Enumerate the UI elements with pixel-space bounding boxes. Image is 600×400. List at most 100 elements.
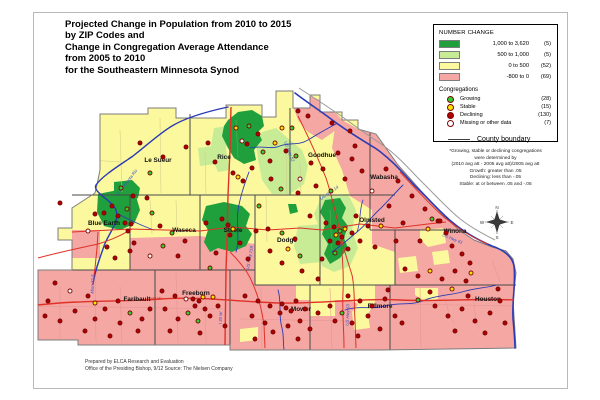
congregation-dot (262, 320, 268, 326)
footnote-line: Stable: at or between .05 and -.05 (459, 181, 532, 187)
river-line (117, 213, 155, 231)
congregation-dot (331, 224, 337, 230)
congregation-dot (323, 220, 329, 226)
congregation-dot (487, 310, 493, 316)
congregation-dot (395, 178, 401, 184)
county-label-mower: Mower (291, 306, 312, 313)
congregation-dot (332, 250, 338, 256)
congregation-dot (359, 168, 365, 174)
zip-region (38, 270, 516, 350)
congregation-dot (335, 240, 341, 246)
congregation-dot (313, 183, 319, 189)
county-label-faribault: Faribault (124, 296, 152, 303)
road-line (399, 171, 489, 245)
legend-row-number-change: 1,000 to 3,620 (5) (439, 38, 551, 49)
county-label-wabasha: Wabasha (370, 174, 398, 181)
congregation-dot (249, 313, 255, 319)
congregation-dot (452, 268, 458, 274)
congregation-dot (92, 211, 98, 217)
congregation-dot (139, 316, 145, 322)
congregation-dot (353, 213, 359, 219)
congregation-dot (463, 278, 469, 284)
congregation-dot (215, 303, 221, 309)
congregation-dot (210, 294, 216, 300)
county-label-goodhue: Goodhue (308, 152, 336, 159)
river-line (235, 171, 250, 253)
congregation-dot (305, 113, 311, 119)
congregation-dot (339, 234, 345, 240)
congregation-count: (15) (541, 104, 551, 110)
stable-dot-icon (447, 103, 454, 111)
congregation-dot (124, 206, 130, 212)
title-line: by ZIP Codes and (65, 30, 145, 42)
congregation-dot (347, 128, 353, 134)
congregation-dot (219, 216, 225, 222)
congregation-dot (285, 246, 291, 252)
congregation-dot (502, 320, 508, 326)
congregation-dot (196, 298, 202, 304)
compass-star-icon (486, 211, 508, 233)
congregation-dot (270, 329, 276, 335)
congregation-dot (392, 313, 398, 319)
congregation-dot (339, 310, 345, 316)
congregation-dot (429, 216, 435, 222)
congregation-dot (85, 293, 91, 299)
congregation-dot (104, 244, 110, 250)
congregation-dot (162, 306, 168, 312)
congregation-dot (122, 220, 128, 226)
congregation-dot (333, 232, 339, 238)
county-label-olmsted: Olmsted (359, 217, 385, 224)
congregation-dot (400, 220, 406, 226)
congregation-dot (255, 298, 261, 304)
congregation-dot (385, 287, 391, 293)
footnote-line: (2010 avg att - 2005 avg att)/2005 avg a… (451, 162, 540, 168)
congregation-dot (205, 140, 211, 146)
county-boundary-label: County boundary (477, 136, 531, 143)
zip-region (296, 285, 356, 316)
congregation-dot (112, 255, 118, 261)
congregation-dot (249, 165, 255, 171)
congregation-dot (92, 300, 98, 306)
congregation-dot (125, 228, 131, 234)
congregation-dot (92, 316, 98, 322)
congregation-dot (279, 125, 285, 131)
congregation-dot (253, 228, 259, 234)
range-count: (52) (540, 62, 551, 69)
congregation-dot (386, 203, 392, 209)
congregation-dot (279, 260, 285, 266)
congregation-dot (118, 185, 124, 191)
congregation-dot (345, 246, 351, 252)
congregation-dot (107, 333, 113, 339)
congregation-dot (239, 138, 245, 144)
range-label: 0 to 500 (508, 62, 529, 69)
river-line (249, 123, 337, 149)
zip-color-swatch-yellow (439, 61, 460, 70)
congregation-dot (329, 120, 335, 126)
congregation-dot (277, 310, 283, 316)
congregation-dot (157, 223, 163, 229)
congregation-dot (147, 170, 153, 176)
congregation-dot (192, 303, 198, 309)
range-label: -800 to 0 (506, 73, 529, 80)
zip-region (288, 204, 298, 214)
congregation-dot (130, 193, 136, 199)
congregation-dot (393, 238, 399, 244)
congregation-dot (445, 313, 451, 319)
congregation-dot (288, 308, 294, 314)
congregation-dot (365, 223, 371, 229)
congregation-dot (200, 294, 206, 300)
congregation-dot (149, 210, 155, 216)
footnote-line: *Growing, stable or declining congregati… (449, 149, 542, 154)
congregation-dot (337, 228, 343, 234)
credit-line: Office of the Presiding Bishop, 9/12 Sou… (85, 365, 233, 372)
congregation-dot (252, 336, 258, 342)
congregation-dot (197, 330, 203, 336)
congregation-dot (279, 301, 285, 307)
congregation-dot (167, 328, 173, 334)
congregation-dot (233, 125, 239, 131)
legend-box: NUMBER CHANGE 1,000 to 3,620 (5) 500 to … (433, 24, 558, 143)
congregation-dot (399, 320, 405, 326)
congregation-dot (265, 226, 271, 232)
congregation-dot (230, 226, 236, 232)
declining-dot-icon (447, 111, 454, 119)
